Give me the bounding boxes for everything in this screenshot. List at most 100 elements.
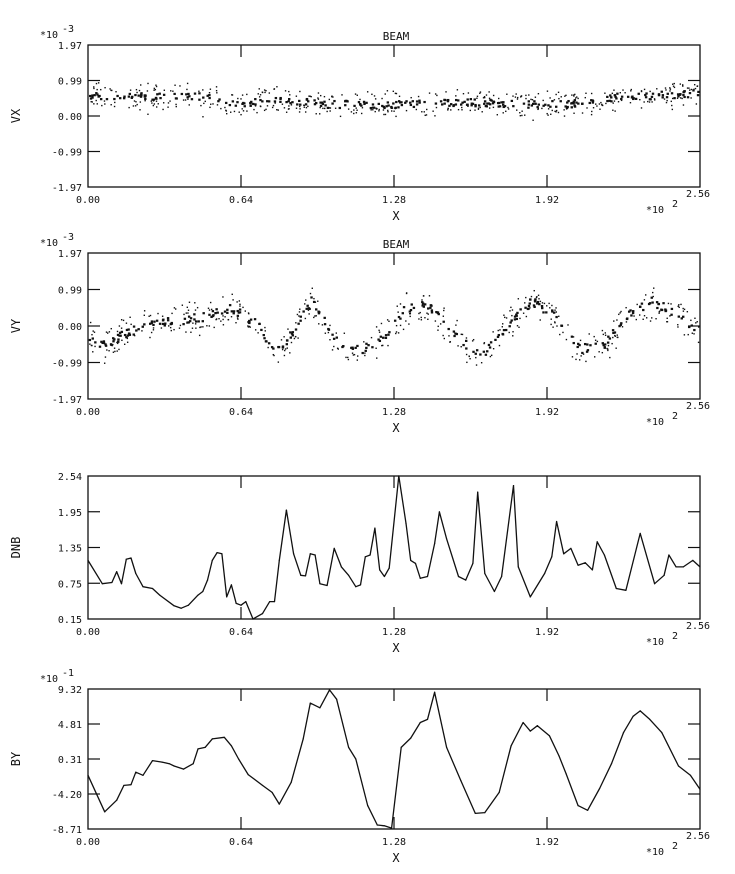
scatter-point [554,110,556,113]
scatter-point [336,347,339,349]
data-point [192,763,194,765]
scatter-point [683,90,686,93]
scatter-point [652,295,654,298]
scatter-point [581,112,584,114]
scatter-point [688,325,691,328]
scatter-point [626,95,630,98]
scatter-point [693,328,696,332]
scatter-point [319,113,321,115]
scatter-point [378,329,380,332]
scatter-point [120,319,123,321]
x-tick-label: 0.64 [229,627,253,638]
scatter-point [686,96,690,99]
scatter-point [390,110,393,112]
scatter-point [202,326,204,328]
data-point [498,791,500,794]
scatter-point [163,324,166,327]
scatter-point [384,93,386,95]
scatter-point [483,96,486,99]
scatter-point [601,104,604,107]
scatter-point [310,95,312,98]
scatter-point [96,88,98,91]
scatter-point [132,105,135,107]
scatter-point [603,346,606,349]
scatter-point [678,306,680,309]
scatter-point [515,93,517,95]
scatter-point [359,98,361,101]
scatter-point [372,109,374,111]
scatter-point [692,89,695,92]
scatter-point [98,94,101,98]
scatter-point [454,103,458,106]
data-point [426,575,429,578]
scatter-point [321,324,324,326]
scatter-point [669,90,671,92]
data-point [340,566,343,568]
scatter-point [220,320,222,322]
scatter-point [585,360,587,363]
scatter-point [212,103,214,105]
scatter-point [469,98,473,101]
scatter-point [581,102,584,105]
scatter-point [244,310,246,312]
scatter-point [640,107,643,109]
scatter-point [483,96,486,98]
scatter-point [167,325,170,327]
scatter-point [420,316,422,319]
scatter-point [231,94,233,96]
scatter-point [664,87,667,89]
scatter-point [470,104,473,107]
scatter-point [383,113,385,116]
scatter-point [515,317,519,321]
scatter-point [422,305,426,308]
data-point [130,784,132,786]
scatter-point [578,344,581,347]
scatter-point [696,94,700,97]
scatter-point [377,338,380,341]
scatter-point [345,99,348,103]
scatter-point [222,324,225,326]
data-point [668,554,670,556]
data-point [197,594,199,596]
data-point [347,574,350,576]
scatter-point [421,302,425,305]
scatter-point [335,332,337,334]
scatter-point [525,94,527,97]
scatter-point [183,313,185,316]
scatter-point [118,348,120,351]
scatter-point [578,359,581,361]
scatter-point [669,88,672,90]
scatter-point [290,104,293,106]
scatter-point [178,327,181,329]
x-axis-label: X [392,209,400,223]
scatter-point [247,312,250,314]
scatter-point [354,346,357,349]
scatter-point [387,111,389,113]
scatter-point [276,86,278,88]
scatter-point [304,111,307,113]
scatter-point [534,102,537,105]
data-point [223,736,225,738]
y-tick-label: 9.32 [58,685,82,696]
scatter-point [629,101,632,104]
scatter-point [604,334,607,337]
scatter-point [298,315,300,317]
scatter-point [153,87,156,90]
scatter-point [400,103,404,107]
scatter-point [554,322,556,324]
scatter-point [576,353,578,355]
scatter-point [457,99,460,102]
scatter-point [253,108,255,111]
data-point [87,559,89,561]
scatter-point [527,106,530,109]
scatter-point [152,323,155,327]
scatter-point [476,97,478,99]
scatter-point [97,82,100,84]
scatter-point [665,89,667,91]
scatter-point [357,355,359,357]
scatter-point [565,106,569,110]
scatter-point [601,351,604,354]
scatter-point [619,312,621,314]
data-point [376,824,378,826]
scatter-point [117,338,120,341]
